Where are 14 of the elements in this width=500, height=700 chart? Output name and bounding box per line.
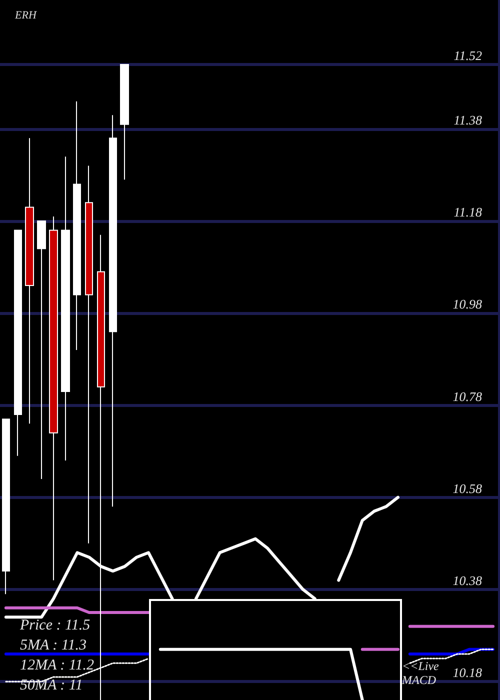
y-tick-label: 10.58	[452, 480, 482, 496]
y-tick-label: 10.78	[452, 388, 482, 404]
y-tick-label: 11.52	[454, 48, 482, 63]
annotation: 12MA : 11.2	[20, 658, 95, 674]
y-tick-label: 11.18	[454, 204, 482, 220]
y-tick-label: 11.38	[454, 112, 482, 128]
y-tick-label: 10.98	[452, 296, 482, 312]
y-tick-label: 10.38	[452, 572, 482, 588]
text: ERH	[14, 10, 38, 22]
annotation: <<Live MACD	[401, 659, 442, 687]
y-tick-label: 10.18	[452, 665, 482, 680]
annotation: 50MA : 11	[20, 678, 83, 694]
annotation: 5MA : 11.3	[20, 638, 87, 654]
annotation: Price : 11.5	[19, 618, 91, 634]
